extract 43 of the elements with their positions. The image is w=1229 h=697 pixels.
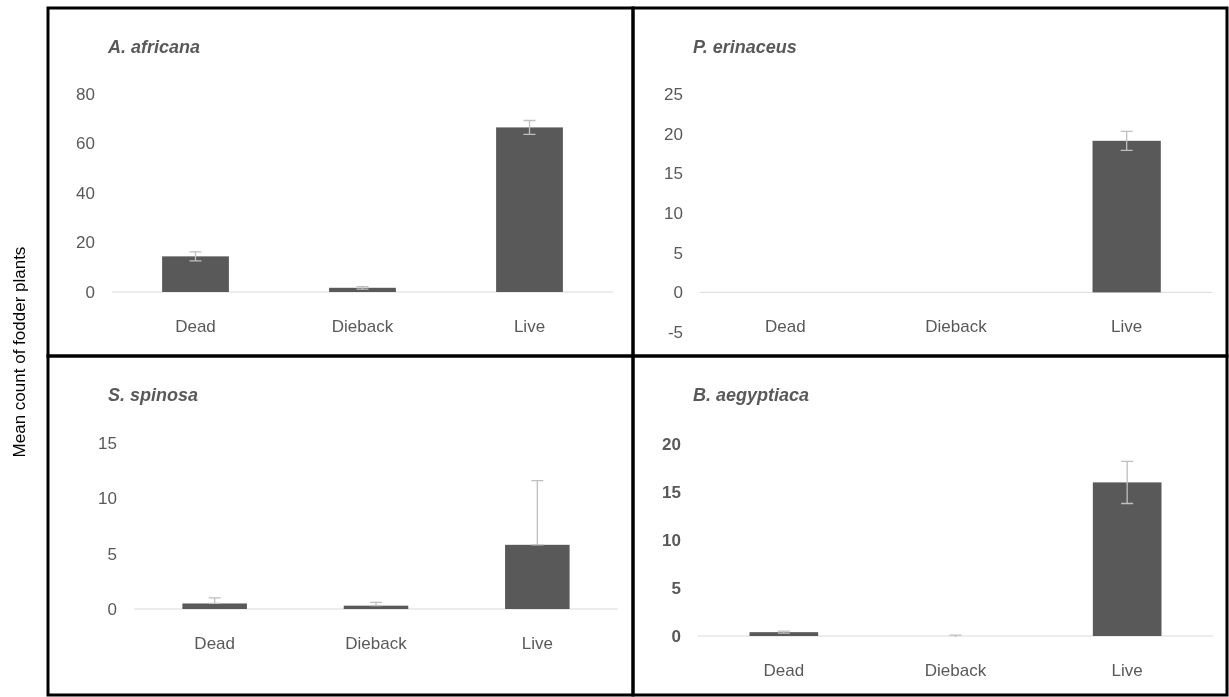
y-tick-label: 10: [664, 203, 683, 223]
chart-title: S. spinosa: [108, 385, 199, 405]
x-tick-label: Live: [1111, 661, 1143, 681]
x-tick-label: Dieback: [924, 661, 987, 681]
y-tick-label: 20: [662, 434, 681, 454]
chart-title: B. aegyptiaca: [693, 385, 810, 405]
y-tick-label: 0: [673, 283, 683, 303]
y-tick-label: 25: [664, 84, 683, 104]
x-tick-label: Dieback: [331, 317, 394, 337]
x-tick-label: Live: [521, 634, 553, 654]
x-tick-label: Live: [1111, 317, 1143, 337]
y-tick-label: 60: [76, 134, 95, 154]
x-tick-label: Dead: [175, 317, 216, 337]
y-tick-label: 0: [671, 626, 681, 646]
y-tick-label: 5: [107, 544, 117, 564]
y-tick-label: 40: [76, 183, 95, 203]
bar: [162, 256, 229, 292]
y-tick-label: 15: [664, 164, 683, 184]
y-tick-label: 10: [98, 489, 117, 509]
bar: [496, 127, 563, 292]
y-tick-label: 10: [662, 530, 681, 550]
bar: [182, 603, 247, 609]
x-tick-label: Dead: [765, 317, 806, 337]
chart-title: P. erinaceus: [693, 37, 797, 57]
y-tick-label: -5: [667, 322, 683, 342]
y-tick-label: 20: [76, 233, 95, 253]
y-tick-label: 20: [664, 124, 683, 144]
y-tick-label: 0: [107, 599, 117, 619]
y-tick-label: 15: [98, 433, 117, 453]
bar: [505, 544, 570, 609]
x-tick-label: Dead: [763, 661, 805, 681]
x-tick-label: Dieback: [925, 317, 988, 337]
x-tick-label: Live: [513, 317, 546, 337]
x-tick-label: Dead: [194, 634, 235, 654]
y-tick-label: 80: [76, 84, 95, 104]
x-tick-label: Dieback: [345, 634, 408, 654]
y-axis-title: Mean count of fodder plants: [10, 246, 29, 458]
y-tick-label: 0: [85, 282, 95, 302]
bar: [343, 605, 409, 609]
chart-title: A. africana: [107, 37, 201, 57]
y-tick-label: 5: [671, 578, 681, 598]
y-tick-label: 5: [673, 243, 683, 263]
y-tick-label: 15: [662, 482, 681, 502]
